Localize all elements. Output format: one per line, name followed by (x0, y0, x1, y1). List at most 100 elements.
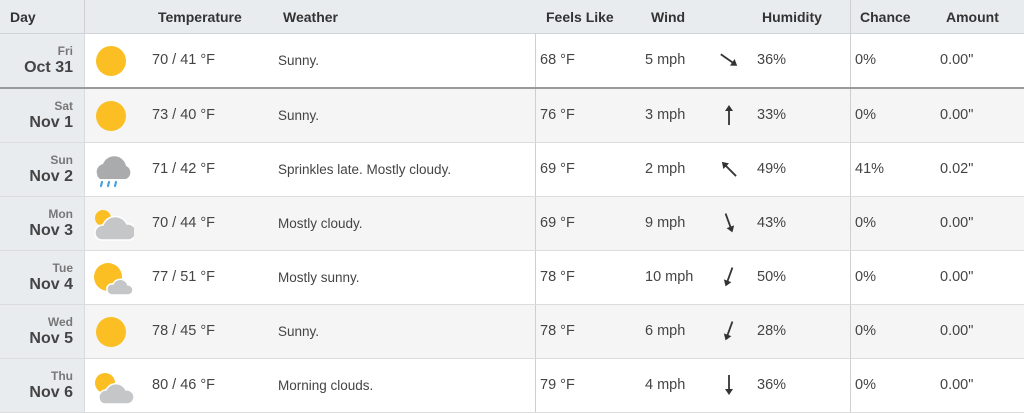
precip-amount: 0.00" (940, 377, 974, 393)
wind-speed: 6 mph (645, 323, 686, 339)
table-row[interactable]: Wed Nov 5 78 / 45 °F Sunny. 78 °F 6 mph … (0, 305, 1024, 359)
date: Nov 2 (29, 168, 73, 185)
day-cell: Tue Nov 4 (0, 251, 85, 304)
weather-description: Mostly cloudy. (278, 216, 363, 231)
humidity: 36% (757, 52, 787, 68)
precip-amount: 0.00" (940, 52, 974, 68)
feels-like: 69 °F (540, 215, 575, 231)
header-temperature[interactable]: Temperature (158, 9, 242, 25)
date: Nov 3 (29, 222, 73, 239)
feels-like: 78 °F (540, 323, 575, 339)
precip-chance: 0% (855, 52, 876, 68)
precip-chance: 0% (855, 215, 876, 231)
humidity: 28% (757, 323, 787, 339)
humidity: 36% (757, 377, 787, 393)
header-amount[interactable]: Amount (946, 9, 999, 25)
wind-direction-arrow-icon (720, 53, 738, 66)
day-cell: Sun Nov 2 (0, 143, 85, 196)
day-cell: Sat Nov 1 (0, 89, 85, 142)
day-of-week: Fri (57, 44, 73, 58)
divider (535, 89, 536, 142)
day-cell: Mon Nov 3 (0, 197, 85, 250)
weather-description: Mostly sunny. (278, 270, 360, 285)
temperature: 73 / 40 °F (152, 107, 216, 123)
divider (535, 359, 536, 412)
divider (850, 197, 851, 250)
precip-chance: 41% (855, 161, 885, 177)
wind-direction-arrow-icon (723, 267, 734, 287)
temperature: 70 / 41 °F (152, 52, 216, 68)
table-row[interactable]: Mon Nov 3 70 / 44 °F Mostly cloudy. 69 °… (0, 197, 1024, 251)
humidity: 33% (757, 107, 787, 123)
header-chance[interactable]: Chance (860, 9, 911, 25)
wind-direction-arrow-icon (723, 321, 734, 341)
day-of-week: Tue (52, 261, 73, 275)
divider (850, 359, 851, 412)
temperature: 70 / 44 °F (152, 215, 216, 231)
precip-chance: 0% (855, 377, 876, 393)
header-weather[interactable]: Weather (283, 9, 338, 25)
temperature: 77 / 51 °F (152, 269, 216, 285)
weather-description: Morning clouds. (278, 378, 374, 393)
humidity: 49% (757, 161, 787, 177)
table-body: Fri Oct 31 70 / 41 °F Sunny. 68 °F 5 mph… (0, 34, 1024, 413)
precip-amount: 0.00" (940, 215, 974, 231)
wind-speed: 3 mph (645, 107, 686, 123)
wind-speed: 9 mph (645, 215, 686, 231)
mostly-cloudy-icon (94, 210, 134, 241)
day-of-week: Sun (50, 153, 73, 167)
wind-speed: 5 mph (645, 52, 686, 68)
day-cell: Wed Nov 5 (0, 305, 85, 358)
table-row[interactable]: Thu Nov 6 80 / 46 °F Morning clouds. 79 … (0, 359, 1024, 413)
day-of-week: Sat (54, 99, 73, 113)
wind-direction-arrow-icon (725, 375, 733, 395)
feels-like: 76 °F (540, 107, 575, 123)
divider (535, 34, 536, 87)
temperature: 71 / 42 °F (152, 161, 216, 177)
table-row[interactable]: Tue Nov 4 77 / 51 °F Mostly sunny. 78 °F… (0, 251, 1024, 305)
date: Nov 6 (29, 384, 73, 401)
divider (850, 89, 851, 142)
header-day[interactable]: Day (10, 9, 36, 25)
precip-chance: 0% (855, 323, 876, 339)
wind-speed: 4 mph (645, 377, 686, 393)
weather-description: Sunny. (278, 108, 320, 123)
header-wind[interactable]: Wind (651, 9, 686, 25)
precip-amount: 0.00" (940, 323, 974, 339)
precip-chance: 0% (855, 107, 876, 123)
header-feels-like[interactable]: Feels Like (546, 9, 614, 25)
sunny-icon (96, 317, 126, 347)
divider (850, 0, 851, 33)
wind-speed: 2 mph (645, 161, 686, 177)
precip-amount: 0.00" (940, 269, 974, 285)
divider (535, 305, 536, 358)
day-cell: Fri Oct 31 (0, 34, 85, 87)
divider (850, 34, 851, 87)
divider (535, 251, 536, 304)
temperature: 78 / 45 °F (152, 323, 216, 339)
table-row[interactable]: Fri Oct 31 70 / 41 °F Sunny. 68 °F 5 mph… (0, 34, 1024, 89)
day-of-week: Thu (51, 369, 73, 383)
divider (84, 0, 85, 33)
weather-description: Sunny. (278, 53, 320, 68)
divider (535, 197, 536, 250)
humidity: 50% (757, 269, 787, 285)
mostly-sunny-icon (94, 263, 134, 296)
feels-like: 78 °F (540, 269, 575, 285)
day-of-week: Mon (48, 207, 73, 221)
rain-cloud-icon (96, 156, 131, 188)
wind-direction-arrow-icon (725, 105, 733, 125)
table-row[interactable]: Sun Nov 2 71 / 42 °F Sprinkles late. Mos… (0, 143, 1024, 197)
sunny-icon (96, 46, 126, 76)
wind-direction-arrow-icon (724, 213, 735, 233)
feels-like: 69 °F (540, 161, 575, 177)
feels-like: 68 °F (540, 52, 575, 68)
feels-like: 79 °F (540, 377, 575, 393)
date: Nov 5 (29, 330, 73, 347)
header-humidity[interactable]: Humidity (762, 9, 822, 25)
partly-cloudy-icon (95, 373, 134, 404)
table-header: Day Temperature Weather Feels Like Wind … (0, 0, 1024, 34)
table-row[interactable]: Sat Nov 1 73 / 40 °F Sunny. 76 °F 3 mph … (0, 89, 1024, 143)
precip-amount: 0.02" (940, 161, 974, 177)
